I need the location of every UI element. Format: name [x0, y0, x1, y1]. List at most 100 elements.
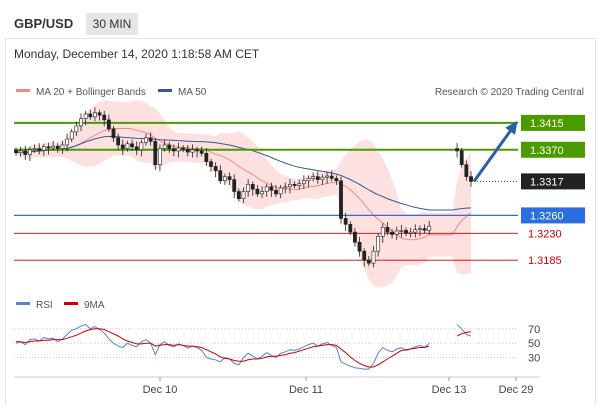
candle-body — [227, 176, 232, 180]
last-price-label-box — [521, 173, 585, 190]
candle-body — [55, 145, 60, 149]
x-tick-label: Dec 10 — [143, 384, 178, 396]
candle-body — [83, 113, 88, 120]
x-tick-label: Dec 13 — [432, 384, 467, 396]
ma50-legend-label: MA 50 — [178, 87, 207, 98]
candle-body — [353, 231, 357, 243]
candle-body — [171, 148, 176, 152]
candle-body — [348, 224, 353, 233]
currency-pair-title: GBP/USD — [14, 16, 74, 31]
ma20-legend-label: MA 20 + Bollinger Bands — [36, 87, 146, 98]
candle-body — [311, 176, 316, 179]
candle-body — [106, 119, 111, 130]
candle-body — [455, 148, 459, 152]
price-level-labels: 1.3415 1.3370 1.3317 1.3260 1.3230 1.3185 — [521, 114, 585, 267]
candle-body — [176, 147, 181, 152]
candle-body — [97, 112, 102, 116]
candle-body — [32, 148, 37, 151]
rsi-ma-line — [16, 328, 472, 368]
candle-body — [232, 179, 237, 192]
ma50-legend-swatch — [158, 89, 172, 92]
candle-body — [371, 250, 376, 264]
candle-body — [14, 150, 18, 154]
candle-body — [297, 183, 302, 186]
candle-body — [376, 235, 381, 252]
candle-body — [329, 175, 334, 179]
candle-body — [274, 190, 278, 195]
candle-body — [399, 230, 404, 232]
forecast-arrow — [472, 121, 518, 183]
candle-body — [422, 228, 427, 231]
candle-body — [18, 150, 23, 154]
candle-body — [125, 143, 130, 149]
candle-body — [65, 138, 69, 146]
candle-body — [28, 149, 32, 155]
candle-body — [181, 147, 186, 150]
candle-body — [167, 144, 172, 149]
pivot-label-box — [521, 207, 585, 224]
ma20-legend-swatch — [16, 89, 30, 92]
candle-body — [264, 186, 269, 192]
candle-body — [102, 114, 107, 121]
rsi-lines — [15, 323, 472, 370]
resistance-label-box — [521, 114, 585, 131]
candle-body — [37, 148, 42, 151]
candle-body — [306, 178, 311, 182]
rsi-legend-label: RSI — [36, 300, 53, 311]
candle-body — [357, 241, 362, 252]
rsi-tick-label: 70 — [528, 324, 540, 336]
candle-body — [269, 186, 274, 191]
candle-body — [408, 231, 413, 234]
candle-body — [413, 229, 418, 233]
candle-body — [158, 148, 162, 165]
rsi-line — [15, 323, 472, 370]
candle-body — [185, 148, 190, 153]
candle-body — [255, 188, 260, 195]
candle-body — [283, 186, 288, 189]
price-levels — [14, 121, 518, 261]
candle-body — [366, 259, 371, 264]
candle-body — [223, 176, 227, 182]
candle-body — [23, 150, 28, 155]
candle-body — [79, 118, 83, 127]
credit-label: Research © 2020 Trading Central — [435, 87, 584, 98]
top-bar: GBP/USD 30 MIN — [0, 0, 598, 38]
chart-panel — [5, 38, 596, 404]
rsi-tick-label: 30 — [528, 353, 540, 365]
candle-body — [362, 250, 367, 261]
resistance-label: 1.3415 — [530, 118, 564, 130]
candle-body — [315, 176, 320, 180]
rsi-ma-legend-label: 9MA — [84, 300, 105, 311]
candle-body — [46, 146, 51, 149]
candle-body — [339, 180, 343, 219]
timeframe-button[interactable]: 30 MIN — [86, 13, 138, 35]
candle-body — [325, 175, 329, 178]
candle-body — [153, 141, 158, 165]
candle-body — [380, 227, 385, 237]
candlesticks — [14, 107, 473, 268]
rsi-gridlines: 70 50 30 — [14, 324, 540, 365]
candle-body — [320, 176, 325, 180]
candle-body — [213, 166, 218, 171]
support-label: 1.3185 — [528, 255, 562, 267]
candle-body — [301, 180, 306, 185]
candle-body — [278, 187, 283, 195]
candle-body — [288, 184, 292, 188]
candle-body — [144, 137, 148, 143]
resistance-label: 1.3370 — [530, 145, 564, 157]
timestamp: Monday, December 14, 2020 1:18:58 AM CET — [14, 47, 260, 61]
candle-body — [218, 170, 223, 182]
candle-body — [250, 184, 255, 190]
candle-body — [459, 150, 464, 165]
candle-body — [134, 146, 139, 151]
candle-body — [111, 128, 116, 139]
candle-body — [418, 228, 422, 231]
candle-body — [51, 145, 56, 149]
candle-body — [385, 227, 390, 233]
last-price-label: 1.3317 — [530, 176, 564, 188]
ma50-line — [15, 135, 472, 211]
forecast-arrow-shaft — [472, 124, 516, 183]
x-tick-label: Dec 29 — [499, 384, 534, 396]
